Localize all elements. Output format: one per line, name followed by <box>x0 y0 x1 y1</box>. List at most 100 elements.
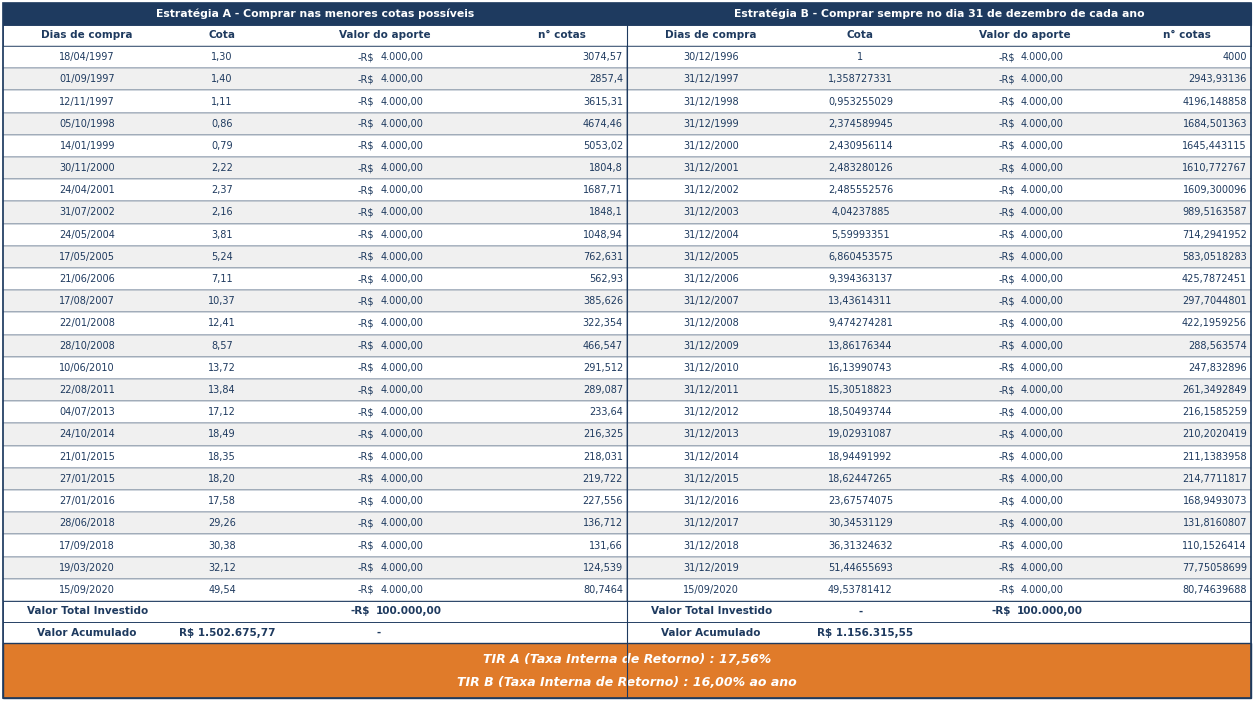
Text: 30,34531129: 30,34531129 <box>828 518 893 529</box>
Text: 31/12/2003: 31/12/2003 <box>683 207 739 217</box>
Text: 385,626: 385,626 <box>583 297 623 306</box>
Text: 4.000,00: 4.000,00 <box>1021 230 1063 240</box>
Bar <box>627 90 1251 113</box>
Text: 31/07/2002: 31/07/2002 <box>59 207 115 217</box>
Text: 261,3492849: 261,3492849 <box>1183 385 1246 395</box>
Text: -R$: -R$ <box>357 363 374 373</box>
Text: 31/12/2000: 31/12/2000 <box>683 141 739 151</box>
Text: 288,563574: 288,563574 <box>1189 341 1246 350</box>
Bar <box>3 68 627 90</box>
Text: 247,832896: 247,832896 <box>1189 363 1246 373</box>
Text: -R$: -R$ <box>357 252 374 262</box>
Text: 4.000,00: 4.000,00 <box>1021 496 1063 506</box>
Text: 4.000,00: 4.000,00 <box>1021 563 1063 573</box>
Text: 100.000,00: 100.000,00 <box>1017 606 1082 616</box>
Text: -R$: -R$ <box>357 341 374 350</box>
Text: 1,11: 1,11 <box>211 97 233 107</box>
Text: 15/09/2020: 15/09/2020 <box>683 585 739 595</box>
Text: 24/10/2014: 24/10/2014 <box>59 430 115 440</box>
Text: -R$: -R$ <box>998 230 1014 240</box>
Text: 227,556: 227,556 <box>583 496 623 506</box>
Text: Valor do aporte: Valor do aporte <box>978 31 1071 41</box>
Text: -R$: -R$ <box>357 52 374 62</box>
Bar <box>627 290 1251 313</box>
Text: -R$: -R$ <box>357 430 374 440</box>
Text: 425,7872451: 425,7872451 <box>1181 274 1246 284</box>
Text: -R$: -R$ <box>998 563 1014 573</box>
Text: -: - <box>376 627 380 637</box>
Text: 4.000,00: 4.000,00 <box>380 274 423 284</box>
Text: 210,2020419: 210,2020419 <box>1183 430 1246 440</box>
Bar <box>627 224 1251 246</box>
Text: 31/12/2009: 31/12/2009 <box>683 341 739 350</box>
Text: 18,49: 18,49 <box>208 430 236 440</box>
Text: 4,04237885: 4,04237885 <box>831 207 889 217</box>
Bar <box>627 490 1251 512</box>
Text: 14/01/1999: 14/01/1999 <box>59 141 115 151</box>
Text: 1,358727331: 1,358727331 <box>828 74 893 84</box>
Text: 2857,4: 2857,4 <box>589 74 623 84</box>
Text: 216,325: 216,325 <box>583 430 623 440</box>
Text: 4.000,00: 4.000,00 <box>380 297 423 306</box>
Text: 2,430956114: 2,430956114 <box>828 141 893 151</box>
Bar <box>627 622 1251 643</box>
Text: 15/09/2020: 15/09/2020 <box>59 585 115 595</box>
Text: 4.000,00: 4.000,00 <box>1021 74 1063 84</box>
Text: 15,30518823: 15,30518823 <box>828 385 893 395</box>
Text: -R$: -R$ <box>357 74 374 84</box>
Text: 18,62447265: 18,62447265 <box>828 474 893 484</box>
Text: -R$: -R$ <box>998 252 1014 262</box>
Text: Valor Acumulado: Valor Acumulado <box>38 627 137 637</box>
Bar <box>627 601 1251 622</box>
Text: 18,94491992: 18,94491992 <box>828 451 893 462</box>
Bar <box>3 201 627 224</box>
Text: 4.000,00: 4.000,00 <box>380 385 423 395</box>
Text: -R$: -R$ <box>357 385 374 395</box>
Text: 4.000,00: 4.000,00 <box>1021 518 1063 529</box>
Text: 233,64: 233,64 <box>589 407 623 417</box>
Text: -R$: -R$ <box>357 540 374 550</box>
Bar <box>3 468 627 490</box>
Text: 29,26: 29,26 <box>208 518 236 529</box>
Text: 1804,8: 1804,8 <box>589 163 623 173</box>
Text: -R$: -R$ <box>357 474 374 484</box>
Text: 1,30: 1,30 <box>211 52 233 62</box>
Text: 4.000,00: 4.000,00 <box>380 74 423 84</box>
Text: 12/11/1997: 12/11/1997 <box>59 97 115 107</box>
Text: 4.000,00: 4.000,00 <box>380 141 423 151</box>
Text: 31/12/2010: 31/12/2010 <box>683 363 739 373</box>
Text: -R$: -R$ <box>357 118 374 129</box>
Text: 131,66: 131,66 <box>589 540 623 550</box>
Text: 218,031: 218,031 <box>583 451 623 462</box>
Text: 80,74639688: 80,74639688 <box>1183 585 1246 595</box>
Text: 17/08/2007: 17/08/2007 <box>59 297 115 306</box>
Text: 466,547: 466,547 <box>583 341 623 350</box>
Text: 19,02931087: 19,02931087 <box>828 430 893 440</box>
Text: 2,483280126: 2,483280126 <box>828 163 893 173</box>
Text: 3615,31: 3615,31 <box>583 97 623 107</box>
Text: -R$: -R$ <box>350 606 370 616</box>
Text: 4.000,00: 4.000,00 <box>1021 363 1063 373</box>
Text: -R$: -R$ <box>998 163 1014 173</box>
Text: 136,712: 136,712 <box>583 518 623 529</box>
Text: 31/12/2013: 31/12/2013 <box>683 430 739 440</box>
Text: Cota: Cota <box>846 31 874 41</box>
Text: -R$: -R$ <box>998 341 1014 350</box>
Text: 32,12: 32,12 <box>208 563 236 573</box>
Text: 51,44655693: 51,44655693 <box>828 563 893 573</box>
Text: 13,84: 13,84 <box>208 385 236 395</box>
Text: 19/03/2020: 19/03/2020 <box>59 563 115 573</box>
Text: 4674,46: 4674,46 <box>583 118 623 129</box>
Text: -R$: -R$ <box>998 585 1014 595</box>
Text: 17/05/2005: 17/05/2005 <box>59 252 115 262</box>
Text: 31/12/2001: 31/12/2001 <box>683 163 739 173</box>
Text: 4.000,00: 4.000,00 <box>380 540 423 550</box>
Text: -R$: -R$ <box>357 518 374 529</box>
Text: 9,394363137: 9,394363137 <box>828 274 893 284</box>
Text: 4.000,00: 4.000,00 <box>1021 451 1063 462</box>
Bar <box>627 246 1251 268</box>
Text: R$ 1.156.315,55: R$ 1.156.315,55 <box>818 627 913 637</box>
Text: 30/11/2000: 30/11/2000 <box>59 163 115 173</box>
Bar <box>627 468 1251 490</box>
Text: -R$: -R$ <box>998 118 1014 129</box>
